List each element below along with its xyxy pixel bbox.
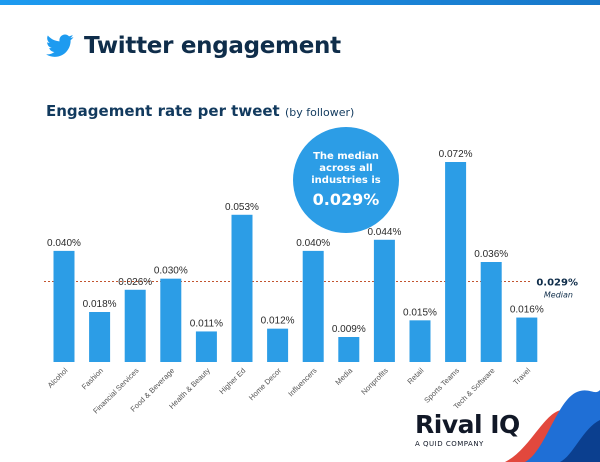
bar [480, 262, 502, 362]
bar-value-label: 0.030% [154, 266, 188, 277]
bar-value-label: 0.018% [83, 299, 117, 310]
category-tick-label: Sports Teams [422, 366, 461, 405]
callout-text: The median across all industries is [311, 151, 381, 186]
wave-navy [560, 420, 600, 462]
bar [160, 278, 182, 362]
chart-subtitle: Engagement rate per tweet (by follower) [46, 102, 354, 120]
category-tick-label: Alcohol [46, 366, 70, 390]
page-title: Twitter engagement [84, 33, 341, 59]
bar-value-label: 0.053% [225, 202, 259, 213]
bar [516, 317, 538, 362]
twitter-bird-icon [46, 34, 74, 57]
callout-value: 0.029% [312, 190, 380, 209]
brand-name: Rival IQ [415, 410, 520, 439]
bar [124, 289, 146, 362]
category-tick-label: Retail [405, 366, 425, 386]
bar [373, 239, 395, 362]
bar-value-label: 0.011% [190, 318, 223, 329]
bar-value-label: 0.044% [367, 227, 401, 238]
bar [302, 250, 324, 362]
category-tick-label: Influencers [286, 366, 318, 398]
subtitle-main: Engagement rate per tweet [46, 102, 280, 120]
bar [409, 320, 431, 362]
brand-logo: Rival IQ A QUID COMPANY [415, 410, 520, 449]
category-tick-label: Nonprofits [359, 366, 390, 397]
bar-value-label: 0.012% [261, 316, 295, 327]
bar [89, 312, 111, 362]
median-line-sublabel: Median [544, 290, 573, 299]
bar-value-label: 0.036% [474, 249, 508, 260]
bar [231, 214, 253, 362]
median-callout-bubble: The median across all industries is 0.02… [293, 127, 399, 233]
bar [445, 162, 467, 362]
category-tick-label: Fashion [80, 366, 105, 391]
category-tick-label: Media [333, 365, 354, 386]
subtitle-note: (by follower) [284, 106, 355, 119]
brand-wave-graphic [505, 390, 600, 462]
bar-value-label: 0.009% [332, 324, 366, 335]
bar [195, 331, 217, 362]
brand-tagline: A QUID COMPANY [415, 440, 484, 448]
bar-value-label: 0.072% [439, 149, 473, 160]
bar [267, 328, 289, 362]
bar-value-label: 0.016% [510, 305, 544, 316]
bar-value-label: 0.026% [118, 277, 152, 288]
bar [338, 337, 360, 362]
top-accent-bar [0, 0, 600, 5]
category-tick-label: Home Decor [247, 366, 283, 402]
bar [53, 250, 75, 362]
median-line-label: 0.029% [536, 277, 578, 288]
header: Twitter engagement [46, 33, 341, 59]
bar-value-label: 0.040% [47, 238, 81, 249]
category-tick-label: Higher Ed [217, 366, 247, 396]
bar-value-label: 0.015% [403, 307, 437, 318]
bar-value-label: 0.040% [296, 238, 330, 249]
